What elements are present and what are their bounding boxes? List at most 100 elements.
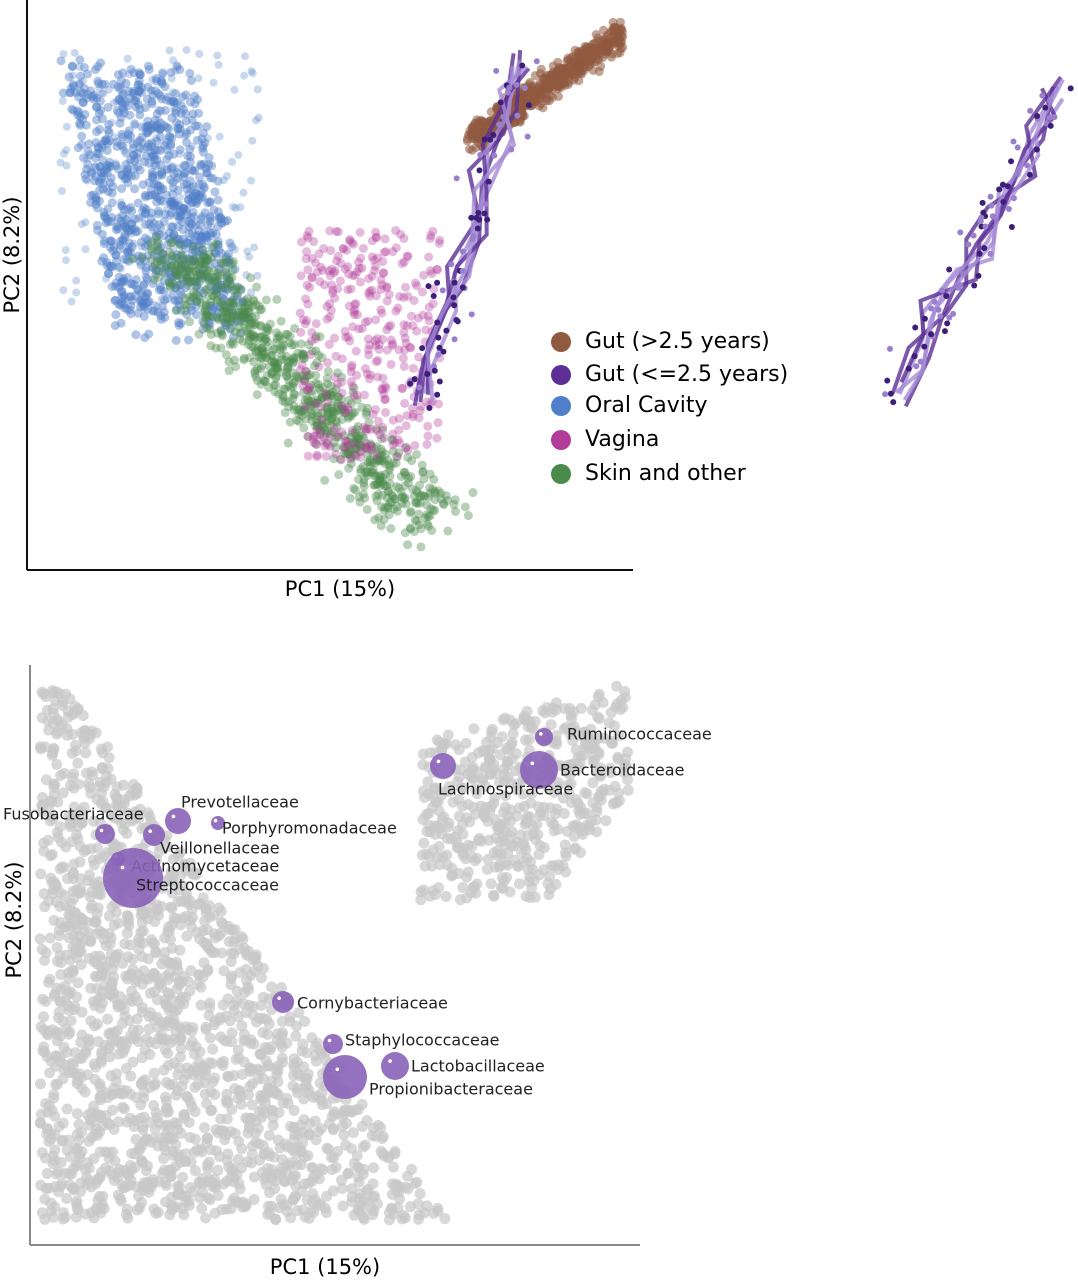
background-point: [1024, 162, 1031, 169]
background-point: [125, 305, 135, 315]
background-point: [162, 145, 172, 155]
background-point: [223, 216, 233, 226]
background-point: [116, 113, 126, 123]
background-point: [196, 1202, 208, 1214]
background-point: [91, 199, 101, 209]
background-point: [159, 69, 168, 78]
background-point: [154, 105, 163, 114]
background-point: [192, 1078, 204, 1090]
background-point: [212, 284, 222, 294]
background-point: [124, 226, 134, 236]
background-point: [188, 241, 198, 251]
background-point: [428, 505, 438, 515]
background-point: [122, 167, 132, 177]
background-point: [105, 178, 115, 188]
background-point: [86, 198, 96, 208]
background-point: [195, 220, 205, 230]
background-point: [941, 328, 948, 335]
background-point: [178, 225, 188, 235]
background-point: [392, 1202, 404, 1214]
background-point: [154, 238, 164, 248]
background-point: [111, 225, 121, 235]
background-point: [188, 245, 198, 255]
background-point: [152, 179, 162, 189]
background-point: [165, 1170, 177, 1182]
background-point: [350, 299, 360, 309]
background-point: [75, 79, 85, 89]
background-point: [441, 491, 451, 501]
background-point: [75, 62, 84, 71]
background-point: [163, 240, 173, 250]
background-point: [140, 157, 150, 167]
background-point: [565, 66, 575, 76]
background-point: [83, 176, 92, 185]
background-point: [49, 878, 61, 890]
background-point: [970, 232, 977, 239]
background-point: [79, 153, 89, 163]
background-point: [104, 269, 114, 279]
background-point: [513, 81, 520, 88]
background-point: [154, 185, 164, 195]
background-point: [164, 228, 174, 238]
background-point: [66, 747, 78, 759]
background-point: [502, 859, 514, 871]
background-point: [402, 321, 412, 331]
background-point: [114, 262, 124, 272]
background-point: [158, 1152, 170, 1164]
background-point: [68, 79, 78, 89]
background-point: [40, 947, 52, 959]
background-point: [382, 283, 392, 293]
background-point: [174, 129, 184, 139]
background-point: [101, 136, 111, 146]
background-point: [378, 1150, 390, 1162]
background-point: [151, 160, 161, 170]
background-point: [497, 883, 509, 895]
background-point: [77, 131, 87, 141]
background-point: [943, 292, 950, 299]
background-point: [107, 188, 117, 198]
background-point: [253, 85, 262, 94]
background-point: [230, 317, 240, 327]
background-point: [74, 856, 86, 868]
background-point: [136, 237, 146, 247]
background-point: [72, 276, 81, 285]
background-point: [204, 316, 214, 326]
background-point: [408, 363, 418, 373]
background-point: [155, 160, 165, 170]
background-point: [199, 182, 209, 192]
background-point: [199, 249, 209, 259]
background-point: [72, 833, 84, 845]
background-point: [121, 828, 133, 840]
background-point: [132, 1035, 144, 1047]
legend-label: Gut (<=2.5 years): [585, 362, 788, 387]
background-point: [120, 174, 130, 184]
background-point: [135, 143, 145, 153]
background-point: [188, 239, 197, 248]
background-point: [171, 236, 181, 246]
background-point: [137, 82, 147, 92]
background-point: [160, 209, 170, 219]
background-point: [245, 1037, 257, 1049]
background-point: [521, 84, 528, 91]
background-point: [153, 307, 163, 317]
background-point: [493, 67, 500, 74]
background-point: [131, 275, 141, 285]
background-point: [160, 295, 170, 305]
background-point: [957, 281, 964, 288]
background-point: [74, 92, 84, 102]
background-point: [80, 109, 90, 119]
background-point: [250, 1136, 262, 1148]
background-point: [171, 306, 181, 316]
background-point: [505, 815, 517, 827]
background-point: [155, 145, 165, 155]
background-point: [612, 48, 622, 58]
background-point: [266, 1104, 278, 1116]
background-point: [406, 311, 416, 321]
background-point: [195, 277, 205, 287]
background-point: [78, 97, 88, 107]
background-point: [427, 791, 439, 803]
background-point: [197, 239, 207, 249]
background-point: [140, 208, 150, 218]
background-point: [187, 220, 197, 230]
background-point: [151, 86, 161, 96]
